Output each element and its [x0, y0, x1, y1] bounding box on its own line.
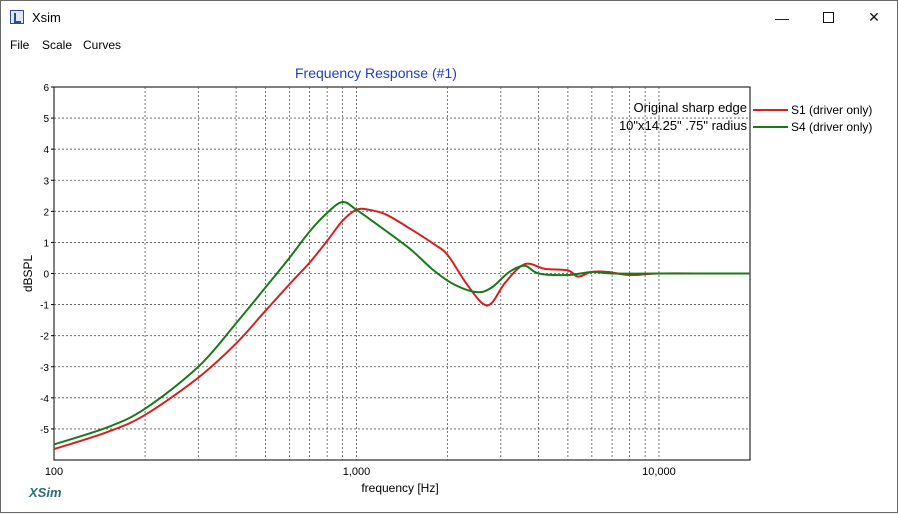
y-tick-label: 0 — [43, 270, 49, 281]
y-tick-label: 1 — [43, 238, 49, 249]
y-tick-label: 4 — [43, 145, 49, 156]
minimize-button[interactable]: — — [759, 1, 805, 34]
x-tick-label: 1,000 — [343, 466, 371, 478]
menu-scale[interactable]: Scale — [42, 38, 73, 52]
annotation-line-2: 10"x14.25" .75" radius — [618, 118, 747, 133]
menu-bar — [1, 34, 897, 55]
annotation-line-1: Original sharp edge — [633, 100, 747, 115]
y-axis-label: dBSPL — [21, 254, 35, 292]
y-tick-label: -3 — [40, 363, 49, 374]
window-title: Xsim — [32, 10, 61, 25]
menu-curves[interactable]: Curves — [83, 38, 122, 52]
close-icon: ✕ — [868, 9, 880, 25]
x-tick-label: 10,000 — [642, 466, 676, 478]
maximize-icon — [822, 12, 834, 23]
y-tick-label: 5 — [43, 114, 49, 125]
menu-file[interactable]: File — [10, 38, 30, 52]
x-tick-label: 100 — [45, 466, 63, 478]
chart-title: Frequency Response (#1) — [295, 65, 457, 81]
y-tick-label: -4 — [40, 394, 49, 405]
xsim-brand-logo: XSim — [29, 485, 62, 500]
series-line-s4 — [53, 201, 750, 446]
minimize-icon: — — [775, 9, 789, 26]
y-tick-label: 2 — [43, 207, 49, 218]
y-tick-label: 3 — [43, 176, 49, 187]
y-tick-label: 6 — [43, 83, 49, 94]
legend-entry: S1 (driver only) — [791, 103, 872, 117]
maximize-button[interactable] — [805, 1, 851, 34]
x-axis-label: frequency [Hz] — [361, 481, 438, 495]
y-tick-label: -1 — [40, 301, 49, 312]
close-button[interactable]: ✕ — [851, 1, 897, 34]
title-bar[interactable]: Xsim — ✕ — [1, 1, 897, 34]
y-tick-label: -5 — [40, 425, 49, 436]
legend-entry: S4 (driver only) — [791, 120, 872, 134]
xsim-app-icon[interactable] — [10, 10, 24, 24]
y-tick-label: -2 — [40, 332, 49, 343]
